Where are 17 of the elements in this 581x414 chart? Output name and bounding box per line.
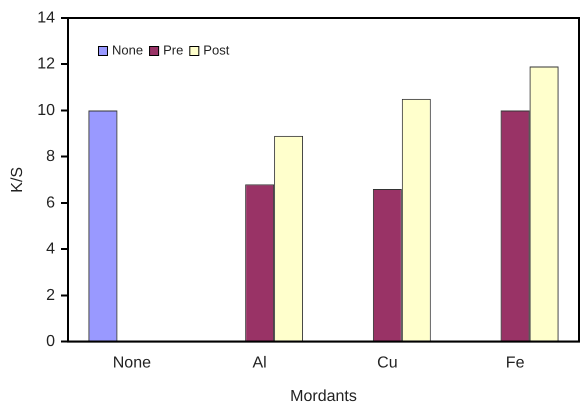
y-tick-label: 0 [46, 333, 56, 350]
x-tick-label: None [112, 354, 152, 372]
x-tick-label: Fe [506, 354, 525, 372]
x-tick-label: Cu [377, 354, 398, 372]
y-tick-label: 4 [46, 240, 56, 258]
legend-label: Pre [163, 42, 184, 58]
x-tick-label: Al [252, 354, 267, 372]
y-tick-label: 6 [46, 194, 56, 212]
y-tick-label: 12 [37, 56, 56, 73]
legend-label: None [112, 42, 144, 58]
legend-label: Post [203, 42, 230, 58]
y-tick-label: 14 [37, 9, 56, 26]
y-tick-label: 8 [46, 148, 56, 166]
x-axis-title: Mordants [290, 388, 357, 405]
y-axis-title: K/S [9, 166, 26, 193]
y-tick-label: 2 [46, 286, 56, 304]
y-tick-label: 10 [37, 102, 56, 119]
